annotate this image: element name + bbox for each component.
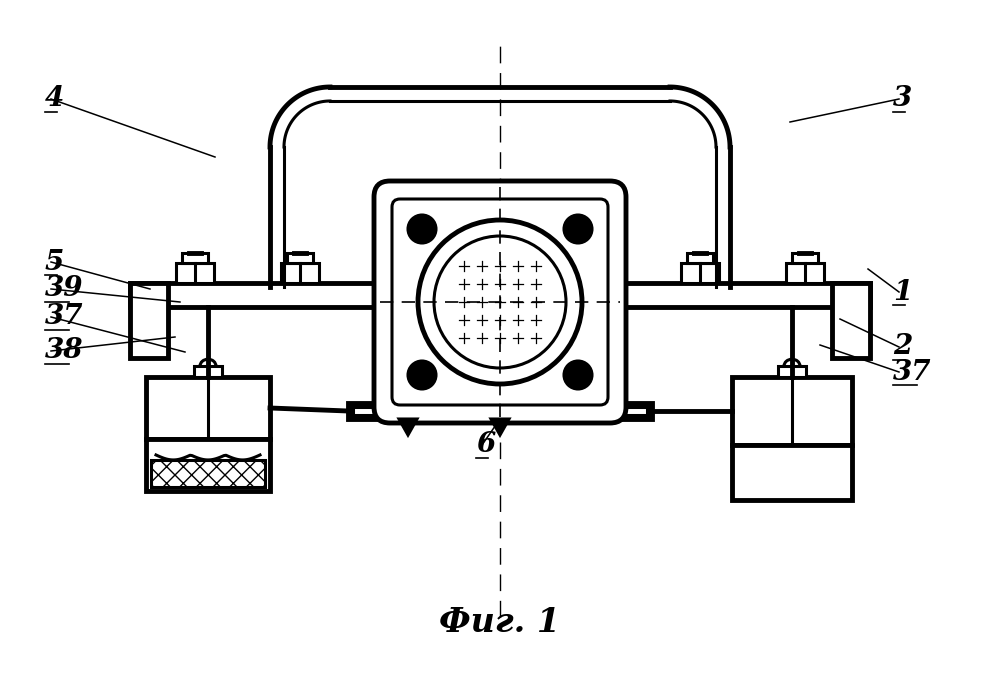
Bar	[348, 403, 652, 419]
Text: 5: 5	[45, 248, 64, 276]
Bar	[176, 263, 214, 283]
Polygon shape	[399, 419, 417, 435]
Bar	[732, 377, 852, 445]
Circle shape	[564, 215, 592, 243]
Bar	[182, 253, 208, 263]
Bar	[146, 377, 270, 439]
Text: 3: 3	[893, 85, 912, 112]
Circle shape	[408, 361, 436, 389]
FancyBboxPatch shape	[374, 181, 626, 423]
Bar	[778, 366, 806, 377]
Bar	[194, 366, 222, 377]
Polygon shape	[491, 419, 509, 435]
Bar	[281, 263, 319, 283]
Bar	[130, 283, 168, 358]
Bar	[786, 263, 824, 283]
Bar	[151, 460, 265, 487]
Bar	[130, 283, 870, 307]
FancyBboxPatch shape	[392, 199, 608, 405]
Circle shape	[408, 215, 436, 243]
Bar	[687, 253, 713, 263]
Circle shape	[434, 236, 566, 368]
Bar	[792, 253, 818, 263]
Text: 38: 38	[45, 338, 84, 364]
Text: 37: 37	[893, 359, 932, 385]
Text: 6: 6	[476, 431, 495, 458]
Bar	[681, 263, 719, 283]
Text: 4: 4	[45, 85, 64, 112]
Circle shape	[418, 220, 582, 384]
Text: 2: 2	[893, 334, 912, 360]
Circle shape	[564, 361, 592, 389]
Bar	[287, 253, 313, 263]
Text: Фиг. 1: Фиг. 1	[439, 605, 561, 638]
Bar	[353, 407, 647, 415]
Bar	[732, 445, 852, 500]
Text: 37: 37	[45, 303, 84, 330]
Bar	[832, 283, 870, 358]
Text: 39: 39	[45, 276, 84, 303]
Bar	[146, 439, 270, 491]
Text: 1: 1	[893, 278, 912, 305]
